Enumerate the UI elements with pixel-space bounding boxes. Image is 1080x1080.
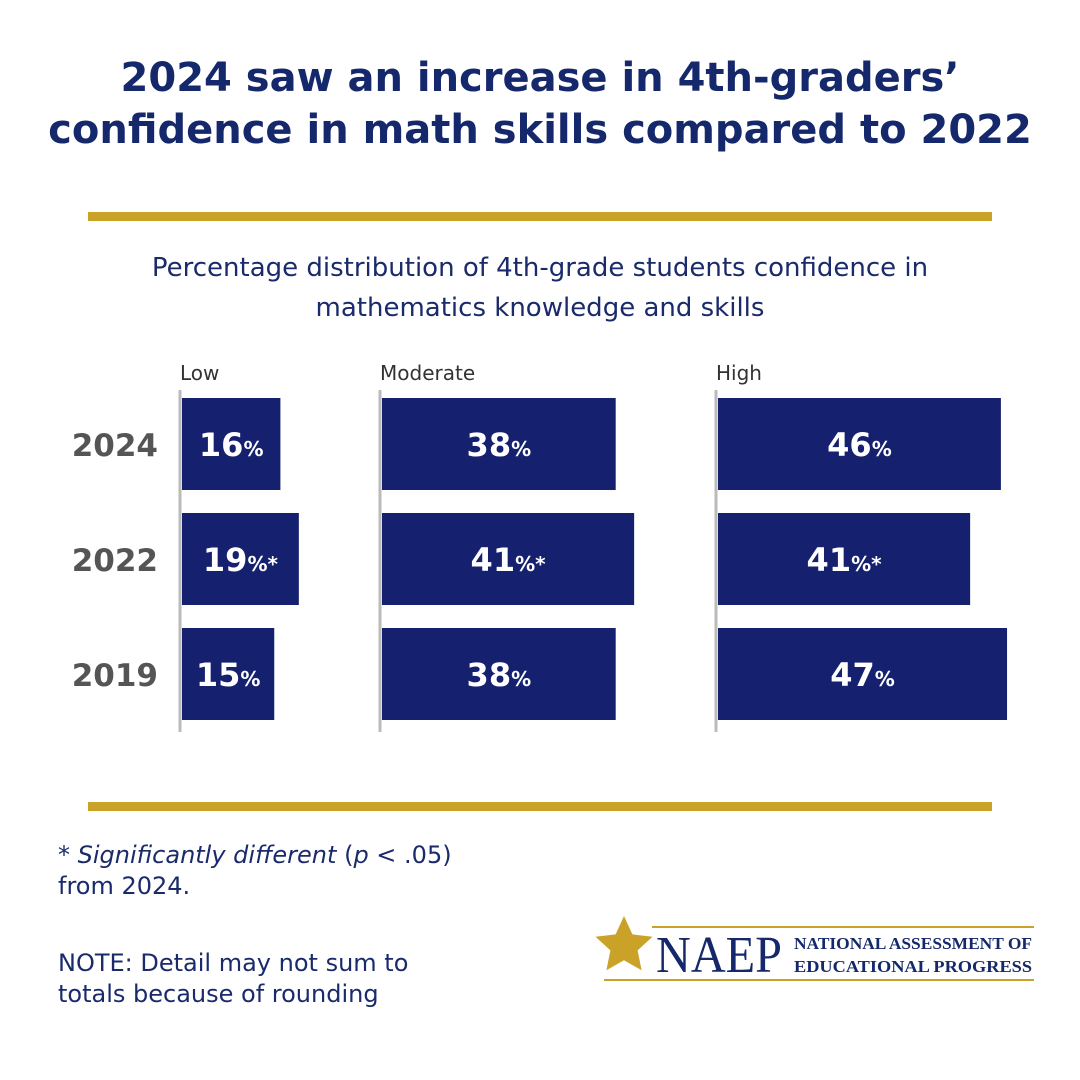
- subtitle-line-2: mathematics knowledge and skills: [315, 293, 765, 323]
- data-label-low-2022: 19%*: [203, 541, 279, 579]
- headline: 2024 saw an increase in 4th-graders’ con…: [0, 52, 1080, 156]
- subtitle-line-1: Percentage distribution of 4th-grade stu…: [151, 253, 929, 283]
- bar-high-2019: [718, 628, 1008, 720]
- bar-low-2022: [182, 513, 299, 605]
- logo-line-2: EDUCATIONAL PROGRESS: [794, 957, 1032, 976]
- naep-logo: NAEP NATIONAL ASSESSMENT OF EDUCATIONAL …: [595, 916, 1034, 984]
- panel-label-low: Low: [180, 361, 219, 385]
- logo-acronym: NAEP: [656, 927, 782, 984]
- year-label-2024: 2024: [72, 428, 158, 464]
- footnote-star: *: [58, 841, 78, 869]
- star-icon: [595, 916, 653, 971]
- data-label-high-2024: 46%: [827, 426, 892, 464]
- data-label-high-2019: 47%: [830, 656, 895, 694]
- bar-high-2022: [718, 513, 971, 605]
- panel-label-high: High: [716, 361, 762, 385]
- bar-high-2024: [718, 398, 1001, 490]
- headline-line-1: 2024 saw an increase in 4th-graders’: [120, 55, 960, 101]
- bar-moderate-2019: [382, 628, 616, 720]
- footnote-p-rest: < .05): [368, 841, 452, 869]
- footnote-line-2: from 2024.: [58, 872, 191, 900]
- bar-low-2024: [182, 398, 281, 490]
- bottom-divider: [88, 802, 992, 811]
- data-label-high-2022: 41%*: [807, 541, 883, 579]
- logo-line-1: NATIONAL ASSESSMENT OF: [794, 934, 1032, 953]
- rounding-note: NOTE: Detail may not sum to totals becau…: [58, 948, 408, 1010]
- headline-line-2: confidence in math skills compared to 20…: [48, 107, 1032, 153]
- note-line-1: NOTE: Detail may not sum to: [58, 949, 409, 977]
- significance-footnote: * Significantly different (p < .05) from…: [58, 840, 452, 902]
- top-divider: [88, 212, 992, 221]
- bar-moderate-2022: [382, 513, 635, 605]
- footnote-sig-text: Significantly different: [77, 841, 337, 869]
- data-label-moderate-2024: 38%: [467, 426, 532, 464]
- data-label-low-2024: 16%: [199, 426, 264, 464]
- note-line-2: totals because of rounding: [58, 980, 379, 1008]
- data-label-moderate-2022: 41%*: [471, 541, 547, 579]
- footnote-line-1: * Significantly different (p < .05): [58, 840, 452, 871]
- bar-chart: 2024 2022 2019 Low 16% 19%* 15% Moderate 38% 41%*…: [72, 361, 1008, 732]
- panel-label-moderate: Moderate: [380, 361, 475, 385]
- footnote-p-open: (: [336, 841, 354, 869]
- chart-subtitle: Percentage distribution of 4th-grade stu…: [0, 248, 1080, 328]
- data-label-moderate-2019: 38%: [467, 656, 532, 694]
- data-label-low-2019: 15%: [196, 656, 261, 694]
- bar-low-2019: [182, 628, 275, 720]
- bar-moderate-2024: [382, 398, 616, 490]
- footnote-p-letter: p: [353, 841, 369, 869]
- year-label-2019: 2019: [72, 658, 158, 694]
- year-label-2022: 2022: [72, 543, 158, 579]
